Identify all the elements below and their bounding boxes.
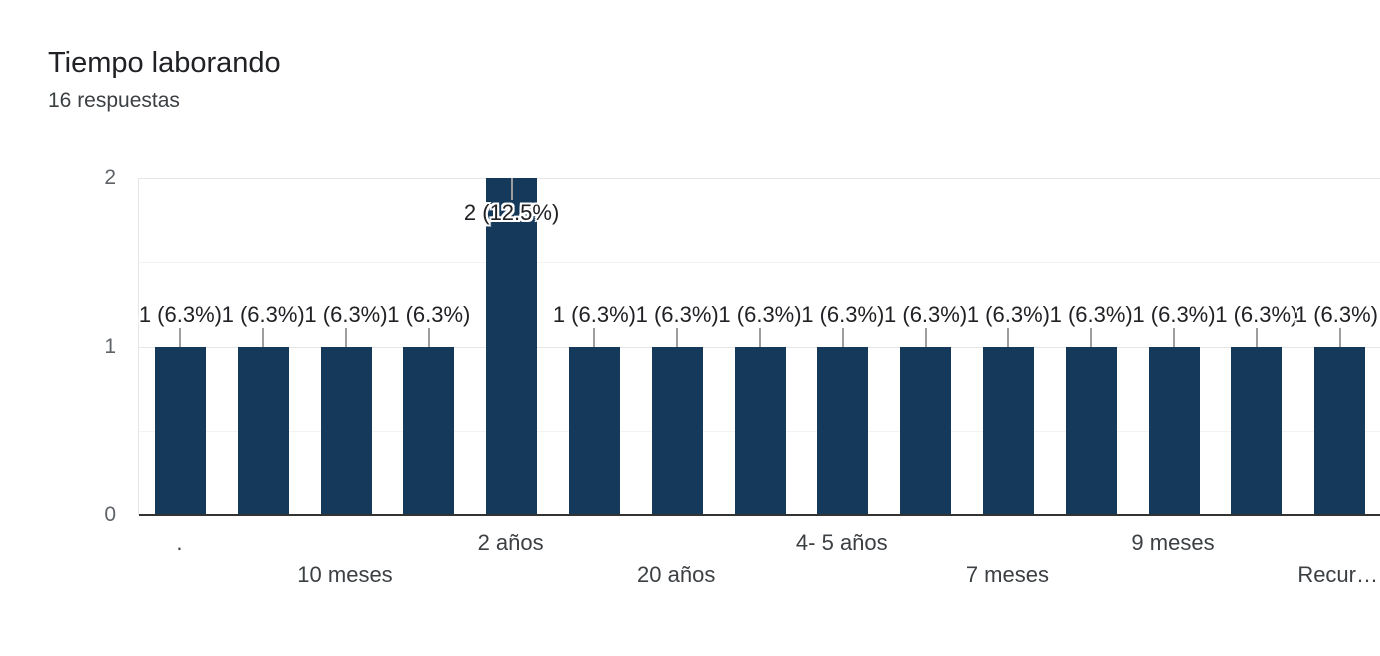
annotation-leader-line xyxy=(427,327,430,347)
bar-value-label: 1 (6.3%) xyxy=(718,301,802,327)
bar-value-label: 1 (6.3%) xyxy=(552,301,636,327)
annotation-leader-line xyxy=(1007,327,1010,347)
bar-value-label: 1 (6.3%) xyxy=(387,301,471,327)
bar-value-label: 1 (6.3%) xyxy=(304,301,388,327)
response-count: 16 respuestas xyxy=(48,89,180,112)
x-axis-labels: . 10 meses 2 años 20 años 4- 5 años 7 meses 9 … xyxy=(138,515,1380,605)
bar[interactable] xyxy=(568,346,620,515)
annotation-leader-line xyxy=(1090,327,1093,347)
annotation-leader-line xyxy=(759,327,761,347)
bar-value-label: 1 (6.3%) xyxy=(801,301,885,327)
bar[interactable] xyxy=(403,346,455,515)
x-axis-label: 9 meses xyxy=(1131,530,1215,555)
bar[interactable] xyxy=(486,178,538,515)
y-axis-tick-label: 1 xyxy=(104,334,116,358)
bar[interactable] xyxy=(982,346,1034,515)
annotation-leader-line xyxy=(676,327,679,347)
annotation-leader-line xyxy=(841,327,844,347)
bar[interactable] xyxy=(1148,346,1200,515)
bar[interactable] xyxy=(320,346,372,515)
bar-value-label: 1 (6.3%) xyxy=(1049,301,1133,327)
x-axis-line xyxy=(139,514,1380,516)
annotation-leader-line xyxy=(1338,327,1341,347)
bar[interactable] xyxy=(817,346,869,515)
annotation-leader-line xyxy=(924,327,927,347)
bar-value-label: 1 (6.3%) xyxy=(884,301,968,327)
bar-value-label: 1 (6.3%) xyxy=(635,301,719,327)
bar[interactable] xyxy=(1231,346,1283,515)
x-axis-label: Recur… xyxy=(1297,562,1378,587)
bar[interactable] xyxy=(900,346,952,515)
bar-value-label: 1 (6.3%) xyxy=(1294,301,1378,327)
bar[interactable] xyxy=(237,346,289,515)
bar-value-label: 1 (6.3%) xyxy=(1132,301,1216,327)
bar[interactable] xyxy=(154,346,206,515)
annotation-leader-line xyxy=(179,327,182,347)
annotation-leader-line xyxy=(345,327,347,347)
bar[interactable] xyxy=(651,346,703,515)
bar-value-label: 1 (6.3%) xyxy=(138,301,222,327)
bar-value-label: 1 (6.3%) xyxy=(221,301,305,327)
bar-value-label: 1 (6.3%) xyxy=(966,301,1050,327)
bar-value-label: 2 (12.5%) xyxy=(463,200,560,225)
gridline-major xyxy=(139,178,1380,179)
bar-value-label: 1 (6.3%) xyxy=(1215,301,1299,327)
y-axis-tick-label: 0 xyxy=(104,503,116,526)
x-axis-label: 2 años xyxy=(477,530,544,555)
y-axis-tick-label: 2 xyxy=(104,166,116,189)
annotation-leader-line xyxy=(593,327,596,347)
x-axis-label: 20 años xyxy=(637,562,716,587)
bar[interactable] xyxy=(734,346,786,515)
annotation-leader-line xyxy=(1173,327,1175,347)
x-axis-label: 4- 5 años xyxy=(795,530,888,555)
x-axis-label: . xyxy=(176,530,183,555)
x-axis-label: 10 meses xyxy=(297,562,393,587)
y-axis: 0 1 2 xyxy=(0,166,116,526)
annotation-leader-line xyxy=(262,327,265,347)
bar[interactable] xyxy=(1065,346,1117,515)
annotation-leader-line xyxy=(510,178,513,200)
plot-area: 1 (6.3%) 1 (6.3%) 1 (6.3%) 1 (6.3%) 2 (12.5%… xyxy=(138,178,1380,516)
chart-title: Tiempo laborando xyxy=(48,47,281,79)
bar[interactable] xyxy=(1314,346,1366,515)
x-axis-label: 7 meses xyxy=(965,562,1049,587)
gridline-minor xyxy=(139,262,1380,264)
annotation-leader-line xyxy=(1255,327,1258,347)
